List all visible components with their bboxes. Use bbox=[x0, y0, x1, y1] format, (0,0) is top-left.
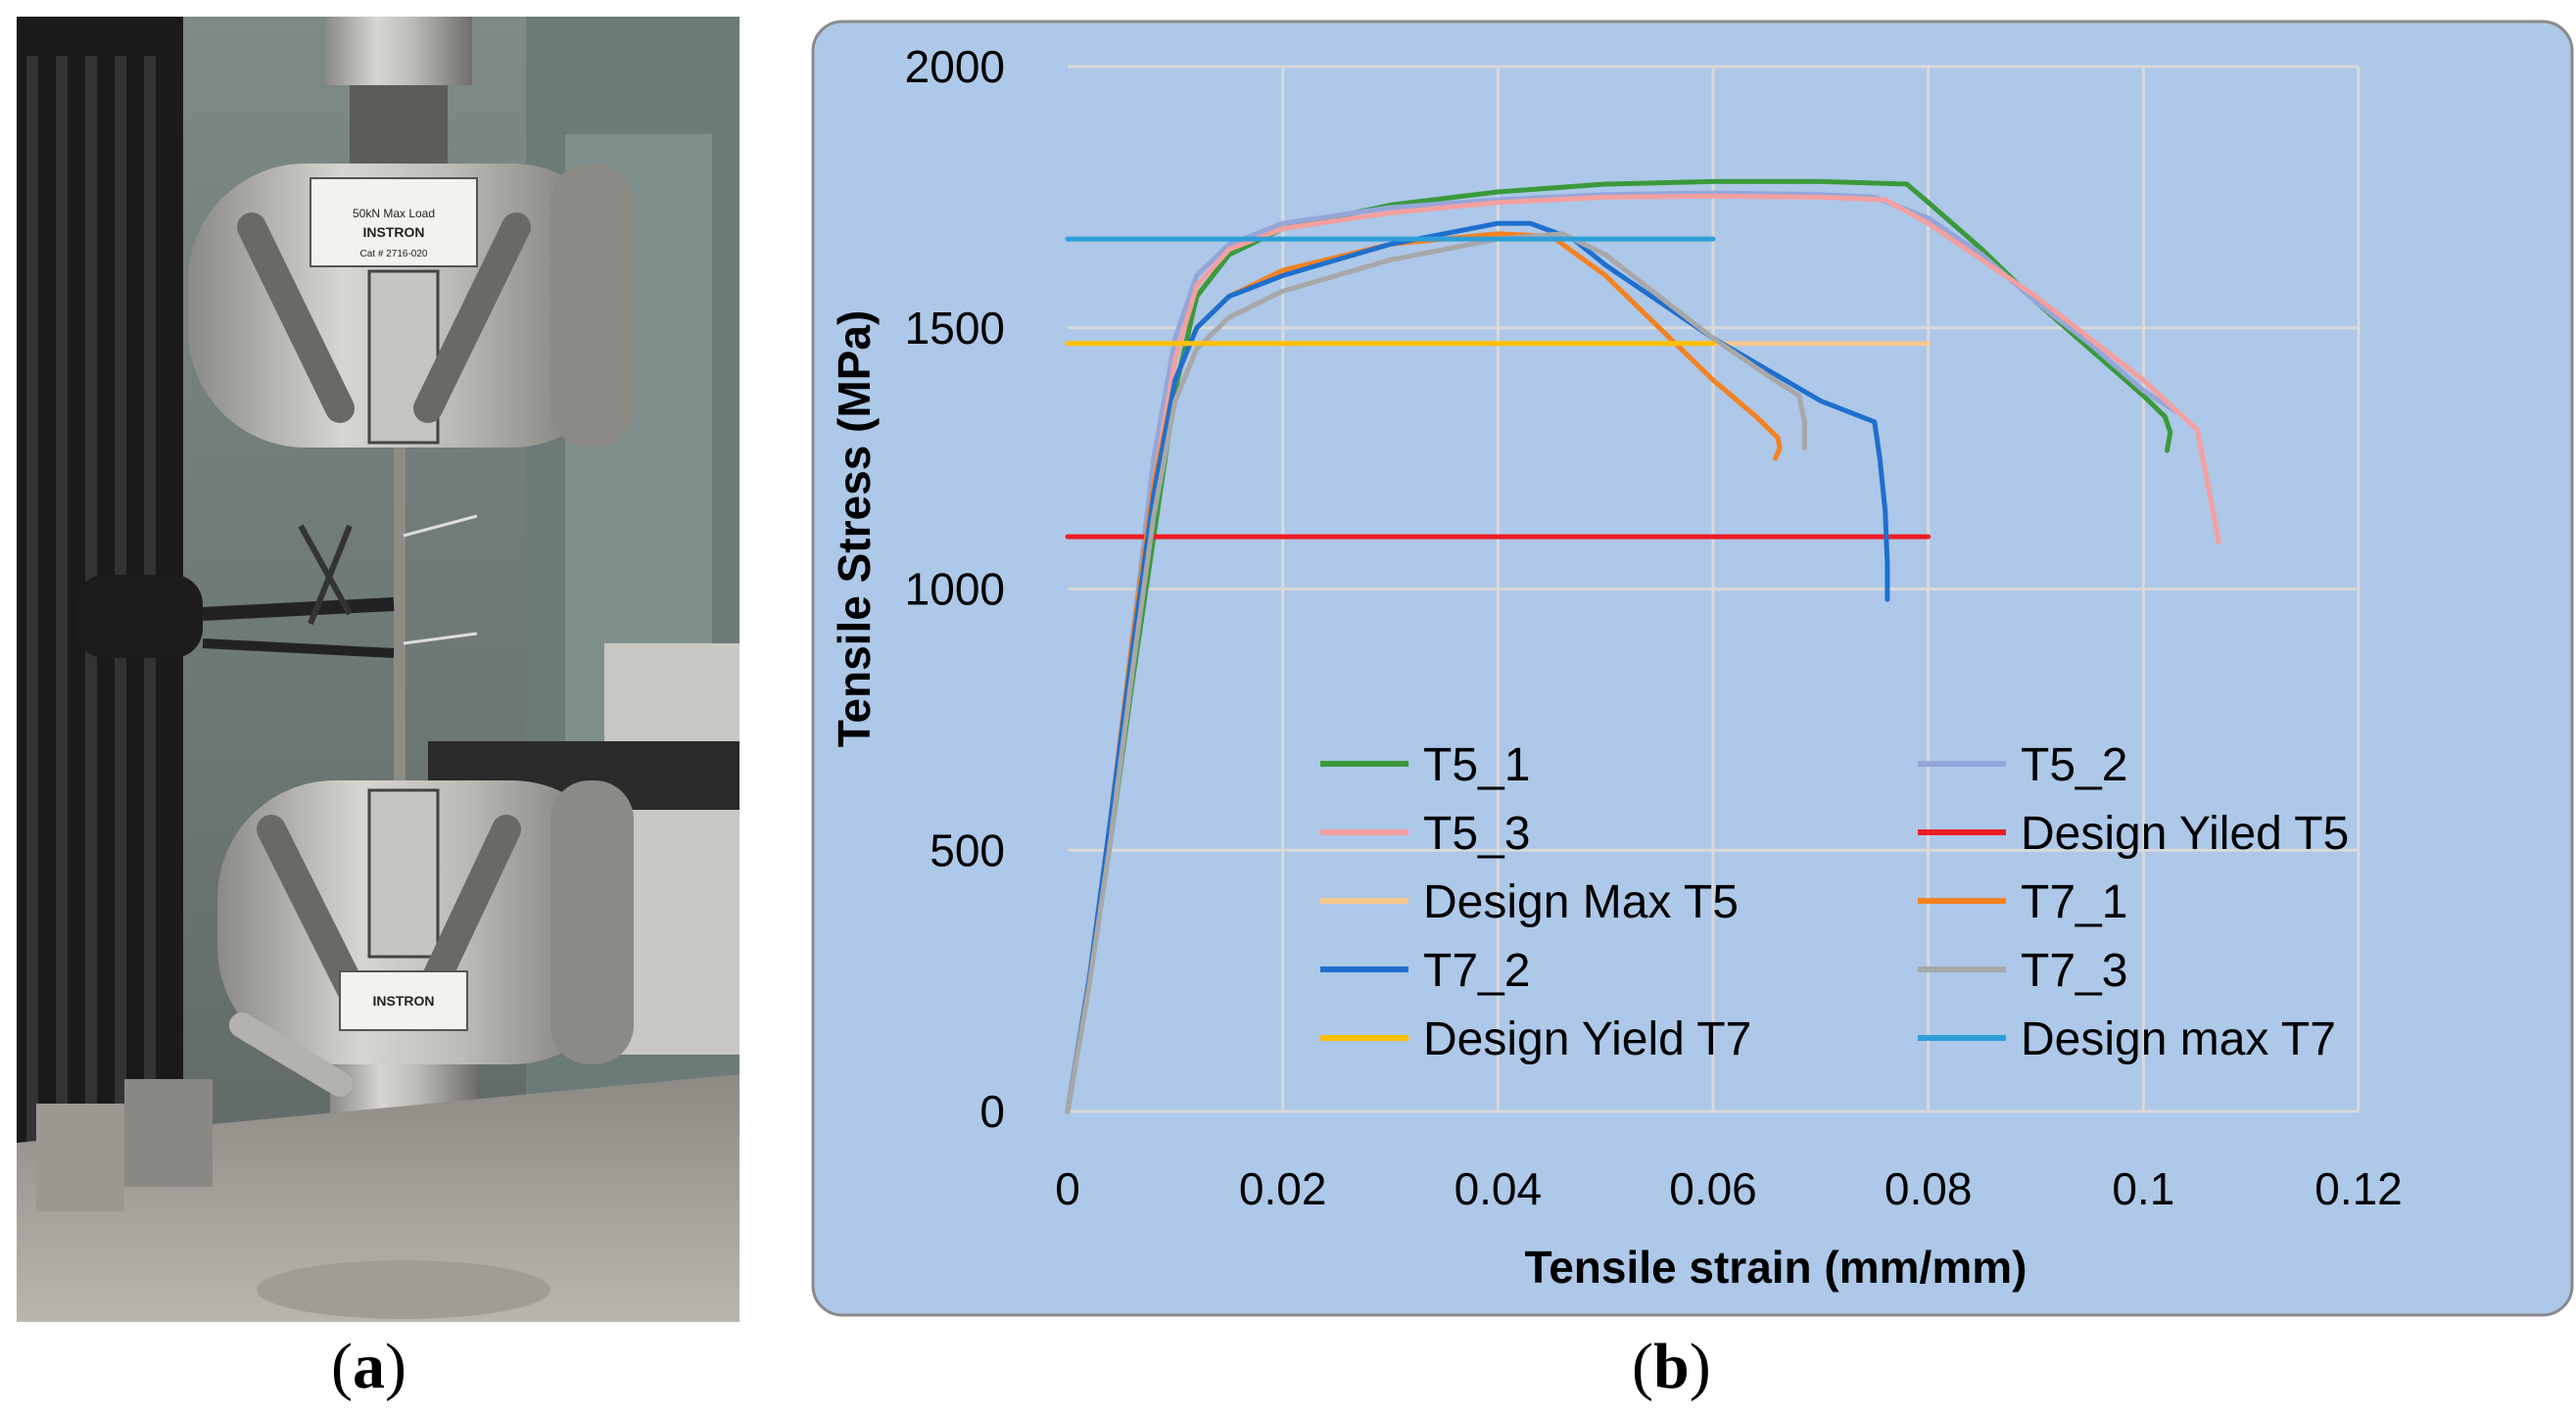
upper-grip-text: 50kN Max Load bbox=[353, 207, 435, 220]
legend-label-design-yiled-t5: Design Yiled T5 bbox=[2021, 808, 2349, 860]
x-tick-label: 0.1 bbox=[2112, 1163, 2174, 1214]
lower-grip-side bbox=[550, 780, 634, 1064]
legend-label-t7-3: T7_3 bbox=[2021, 945, 2127, 997]
y-tick-label: 1500 bbox=[905, 303, 1005, 353]
series-line-t7-3 bbox=[1065, 231, 1807, 1114]
x-tick-label: 0.06 bbox=[1669, 1163, 1757, 1214]
legend-label-t5-1: T5_1 bbox=[1423, 739, 1530, 791]
chart-legend: T5_1 T5_2 T5_3 Design Yiled T5 Design Max T5… bbox=[1320, 739, 2349, 1065]
x-tick-label: 0.12 bbox=[2314, 1163, 2403, 1214]
legend-label-design-max-t5: Design Max T5 bbox=[1423, 876, 1739, 928]
panel-b-caption-close: ) bbox=[1689, 1331, 1711, 1402]
x-tick-labels: 0 0.02 0.04 0.06 0.08 0.1 0.12 bbox=[1055, 1163, 2403, 1214]
y-tick-label: 0 bbox=[979, 1086, 1005, 1137]
legend-label-t7-1: T7_1 bbox=[2021, 876, 2127, 928]
fixture-block-2 bbox=[124, 1079, 213, 1187]
panel-a-caption-letter: a bbox=[352, 1331, 385, 1402]
upper-grip-side bbox=[550, 164, 634, 447]
column-ribs bbox=[26, 56, 156, 1290]
extensometer bbox=[75, 514, 478, 658]
legend-label-t5-2: T5_2 bbox=[2021, 739, 2127, 791]
x-tick-label: 0.08 bbox=[1884, 1163, 1973, 1214]
legend-label-design-max-t7: Design max T7 bbox=[2021, 1013, 2336, 1065]
lower-lever-left bbox=[257, 815, 369, 1011]
legend-label-t5-3: T5_3 bbox=[1423, 808, 1530, 860]
specimen-rod bbox=[394, 447, 405, 800]
lower-lever-right bbox=[413, 815, 521, 1011]
chart-background bbox=[811, 20, 2574, 1317]
upper-grip-brand: INSTRON bbox=[363, 224, 425, 240]
lower-grip-brand: INSTRON bbox=[373, 993, 435, 1009]
y-axis-title: Tensile Stress (MPa) bbox=[829, 310, 880, 748]
upper-grip-cat: Cat # 2716-020 bbox=[360, 249, 428, 259]
panel-a-caption-open: ( bbox=[331, 1331, 353, 1402]
tensile-test-photo: 50kN Max Load INSTRON Cat # 2716-020 INS… bbox=[17, 17, 739, 1322]
photo-illustration: 50kN Max Load INSTRON Cat # 2716-020 INS… bbox=[17, 17, 739, 1322]
y-tick-label: 2000 bbox=[905, 41, 1005, 92]
panel-a-caption: (a) bbox=[331, 1330, 406, 1404]
y-tick-label: 500 bbox=[930, 824, 1005, 875]
base-plate bbox=[257, 1260, 550, 1319]
upper-thread bbox=[350, 85, 448, 168]
lower-pin-left bbox=[229, 1013, 353, 1097]
upper-shaft bbox=[325, 17, 472, 85]
x-tick-label: 0.04 bbox=[1455, 1163, 1543, 1214]
legend-label-design-yield-t7: Design Yield T7 bbox=[1423, 1013, 1751, 1065]
panel-b-caption: (b) bbox=[1632, 1330, 1711, 1404]
lower-grip-plate bbox=[339, 970, 468, 1031]
x-tick-label: 0 bbox=[1055, 1163, 1080, 1214]
panel-a-caption-close: ) bbox=[384, 1331, 406, 1402]
y-tick-label: 1000 bbox=[905, 564, 1005, 615]
lower-jaw bbox=[367, 788, 440, 959]
series-line-t7-2 bbox=[1065, 220, 1890, 1114]
y-tick-labels: 0 500 1000 1500 2000 bbox=[905, 41, 1005, 1137]
x-tick-label: 0.02 bbox=[1239, 1163, 1327, 1214]
x-axis-title: Tensile strain (mm/mm) bbox=[1525, 1242, 2027, 1293]
chart-svg: 0 0.02 0.04 0.06 0.08 0.1 0.12 0 500 1000 1500 200… bbox=[811, 20, 2574, 1317]
legend-label-t7-2: T7_2 bbox=[1423, 945, 1530, 997]
stress-strain-chart: 0 0.02 0.04 0.06 0.08 0.1 0.12 0 500 1000 1500 200… bbox=[811, 20, 2574, 1317]
upper-lever-right bbox=[413, 212, 531, 423]
panel-b-caption-open: ( bbox=[1632, 1331, 1653, 1402]
upper-grip-plate bbox=[310, 177, 478, 267]
chart-series bbox=[1065, 178, 2221, 1114]
upper-lever-left bbox=[237, 212, 355, 423]
panel-b-caption-letter: b bbox=[1652, 1331, 1690, 1402]
fixture-block-1 bbox=[36, 1104, 124, 1211]
